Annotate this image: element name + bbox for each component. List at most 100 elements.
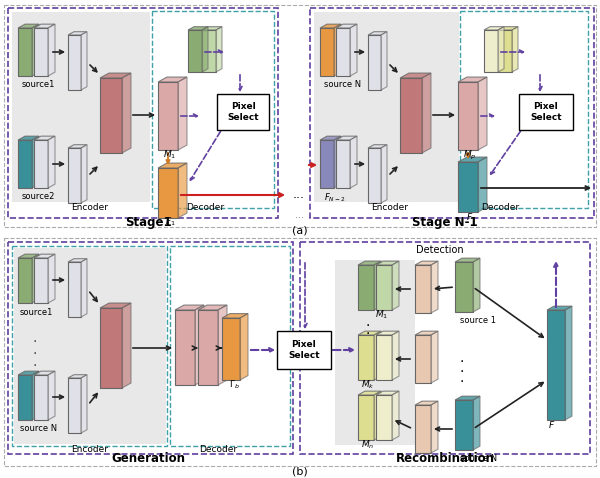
Polygon shape	[178, 163, 187, 218]
Text: $M_k$: $M_k$	[361, 379, 375, 391]
Polygon shape	[455, 400, 473, 450]
Text: $M_n$: $M_n$	[361, 439, 374, 451]
Polygon shape	[81, 32, 87, 90]
Polygon shape	[18, 254, 39, 258]
Text: Decoder: Decoder	[186, 204, 224, 213]
Polygon shape	[34, 140, 48, 188]
Polygon shape	[358, 335, 374, 380]
Polygon shape	[458, 162, 478, 212]
Text: Stage1: Stage1	[125, 216, 172, 228]
Polygon shape	[458, 77, 487, 82]
Polygon shape	[455, 396, 480, 400]
Bar	[8, 8, 278, 218]
Bar	[152, 11, 274, 208]
Polygon shape	[158, 77, 187, 82]
Polygon shape	[336, 136, 357, 140]
Text: Pixel
Select: Pixel Select	[530, 102, 562, 122]
Polygon shape	[498, 27, 518, 30]
Polygon shape	[381, 32, 387, 90]
Bar	[14, 248, 166, 444]
Text: .: .	[460, 351, 464, 365]
Polygon shape	[100, 308, 122, 388]
Polygon shape	[400, 73, 431, 78]
Text: $F_1$: $F_1$	[164, 216, 175, 228]
Polygon shape	[100, 303, 131, 308]
Polygon shape	[34, 28, 48, 76]
Polygon shape	[222, 318, 240, 380]
Text: $M_1$: $M_1$	[376, 309, 389, 321]
Text: .: .	[366, 315, 370, 329]
Text: $F$: $F$	[466, 210, 473, 221]
Polygon shape	[392, 261, 399, 310]
Polygon shape	[565, 306, 572, 420]
Polygon shape	[422, 73, 431, 153]
Text: source N: source N	[20, 424, 57, 433]
Polygon shape	[358, 261, 381, 265]
Text: Generation: Generation	[111, 452, 185, 465]
Bar	[300, 242, 590, 454]
Text: $\Gamma_b$: $\Gamma_b$	[229, 379, 239, 391]
Text: .: .	[33, 343, 37, 357]
Polygon shape	[68, 378, 81, 433]
Polygon shape	[374, 391, 381, 440]
Polygon shape	[374, 331, 381, 380]
Polygon shape	[48, 24, 55, 76]
Polygon shape	[455, 258, 480, 262]
Bar	[460, 11, 588, 208]
Polygon shape	[48, 254, 55, 303]
Polygon shape	[34, 375, 48, 420]
Polygon shape	[18, 371, 39, 375]
Polygon shape	[100, 73, 131, 78]
Polygon shape	[202, 27, 222, 30]
Polygon shape	[415, 401, 438, 405]
Polygon shape	[368, 32, 387, 35]
Polygon shape	[415, 335, 431, 383]
Polygon shape	[415, 265, 431, 313]
Polygon shape	[32, 24, 39, 76]
Text: Decoder: Decoder	[481, 204, 519, 213]
Polygon shape	[240, 314, 248, 380]
Text: Recombination: Recombination	[395, 452, 494, 465]
Polygon shape	[320, 140, 334, 188]
Polygon shape	[198, 305, 227, 310]
Polygon shape	[178, 77, 187, 150]
Text: (b): (b)	[292, 467, 308, 477]
Text: Encoder: Encoder	[71, 204, 109, 213]
Polygon shape	[374, 261, 381, 310]
Polygon shape	[34, 258, 48, 303]
Polygon shape	[81, 259, 87, 317]
Polygon shape	[175, 310, 195, 385]
Polygon shape	[484, 30, 498, 72]
Text: source1: source1	[22, 80, 55, 89]
Polygon shape	[392, 331, 399, 380]
Polygon shape	[68, 145, 87, 148]
Text: source N: source N	[324, 80, 361, 89]
Polygon shape	[320, 136, 341, 140]
Polygon shape	[122, 303, 131, 388]
Text: ...: ...	[295, 210, 304, 220]
Polygon shape	[68, 375, 87, 378]
Polygon shape	[484, 27, 504, 30]
Polygon shape	[478, 77, 487, 150]
Text: ...: ...	[293, 188, 305, 202]
Polygon shape	[122, 73, 131, 153]
Text: .: .	[33, 331, 37, 345]
Polygon shape	[68, 148, 81, 203]
Polygon shape	[320, 28, 334, 76]
Text: Detection: Detection	[416, 245, 464, 255]
Polygon shape	[350, 24, 357, 76]
Text: Encoder: Encoder	[71, 445, 109, 455]
Polygon shape	[415, 331, 438, 335]
Polygon shape	[478, 157, 487, 212]
Polygon shape	[376, 335, 392, 380]
FancyBboxPatch shape	[519, 94, 573, 130]
Bar	[8, 242, 293, 454]
Polygon shape	[222, 314, 248, 318]
Text: .: .	[460, 361, 464, 375]
Polygon shape	[18, 375, 32, 420]
Text: $F$: $F$	[548, 419, 556, 430]
Polygon shape	[175, 305, 204, 310]
Polygon shape	[415, 405, 431, 453]
Polygon shape	[547, 310, 565, 420]
Polygon shape	[431, 401, 438, 453]
